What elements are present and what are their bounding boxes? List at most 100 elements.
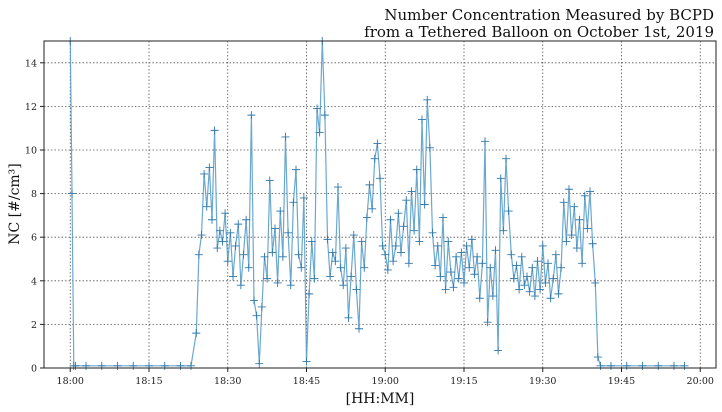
data-point-marker	[294, 250, 303, 259]
data-point-marker	[460, 278, 468, 287]
data-point-marker	[436, 272, 445, 281]
data-point-marker	[402, 196, 411, 205]
data-point-marker	[541, 278, 550, 287]
data-point-marker	[486, 263, 495, 272]
data-point-marker	[360, 263, 369, 272]
data-point-marker	[302, 357, 311, 366]
data-point-marker	[418, 115, 426, 124]
x-tick-label: 18:45	[293, 376, 320, 387]
data-point-marker	[82, 361, 90, 370]
data-point-marker	[536, 285, 545, 294]
data-point-marker	[591, 278, 600, 287]
data-point-marker	[494, 346, 503, 355]
data-point-marker	[368, 204, 377, 213]
data-point-marker	[439, 213, 447, 222]
chart-title-line1: Number Concentration Measured by BCPD	[384, 6, 714, 24]
data-point-marker	[71, 361, 80, 370]
data-point-marker	[578, 259, 587, 268]
data-point-marker	[670, 361, 678, 370]
data-point-marker	[276, 207, 285, 216]
data-point-marker	[593, 353, 602, 362]
data-point-marker	[583, 224, 592, 233]
data-point-marker	[496, 174, 505, 183]
data-point-marker	[344, 313, 353, 322]
data-point-marker	[428, 228, 437, 237]
data-point-marker	[221, 209, 230, 218]
data-point-marker	[404, 259, 413, 268]
data-point-marker	[457, 248, 466, 257]
data-point-marker	[247, 111, 256, 120]
data-point-marker	[520, 281, 529, 290]
data-point-marker	[260, 252, 269, 261]
data-point-marker	[113, 361, 122, 370]
data-point-marker	[234, 220, 243, 229]
series-line	[69, 40, 685, 367]
data-point-marker	[491, 246, 500, 255]
data-point-marker	[226, 228, 235, 237]
data-point-marker	[320, 111, 329, 120]
y-tick-label: 6	[31, 233, 37, 244]
data-point-marker	[572, 244, 581, 253]
data-point-marker	[512, 261, 521, 270]
data-point-marker	[250, 296, 258, 305]
data-point-marker	[397, 248, 405, 257]
y-tick-label: 0	[31, 364, 37, 375]
data-point-marker	[378, 241, 387, 250]
grid	[44, 41, 716, 368]
data-point-marker	[441, 285, 450, 294]
data-point-marker	[509, 274, 518, 283]
data-point-marker	[357, 237, 366, 246]
y-tick-label: 14	[25, 58, 37, 69]
data-point-marker	[223, 257, 232, 266]
data-point-marker	[570, 202, 579, 211]
series-group	[66, 37, 689, 370]
data-point-marker	[412, 165, 421, 174]
data-point-marker	[423, 95, 432, 104]
data-point-marker	[607, 361, 615, 370]
data-point-marker	[284, 228, 293, 237]
data-point-marker	[281, 132, 290, 141]
data-point-marker	[202, 202, 211, 211]
data-point-marker	[478, 259, 487, 268]
y-tick-label: 2	[31, 320, 37, 331]
data-point-marker	[465, 263, 474, 272]
data-point-marker	[242, 215, 251, 224]
y-tick-label: 8	[31, 189, 37, 200]
data-point-marker	[255, 359, 264, 368]
data-point-marker	[470, 270, 479, 279]
data-point-marker	[499, 226, 508, 235]
data-point-marker	[523, 272, 531, 281]
data-point-marker	[452, 252, 461, 261]
data-point-marker	[596, 361, 605, 370]
data-point-marker	[431, 261, 440, 270]
data-point-marker	[349, 231, 358, 240]
data-point-marker	[370, 154, 379, 163]
data-point-marker	[323, 235, 332, 244]
data-point-marker	[68, 189, 76, 198]
data-point-marker	[586, 187, 594, 196]
data-point-marker	[263, 274, 272, 283]
data-point-marker	[210, 126, 219, 135]
data-point-marker	[97, 361, 106, 370]
data-point-marker	[200, 169, 209, 178]
data-point-marker	[331, 257, 340, 266]
data-point-marker	[475, 294, 484, 303]
data-point-marker	[205, 163, 214, 172]
data-point-marker	[376, 174, 384, 183]
data-point-marker	[554, 289, 563, 298]
data-point-marker	[383, 265, 392, 274]
y-axis: 0 2 4 6 8 10 12 14	[25, 58, 44, 375]
data-point-marker	[373, 139, 382, 148]
data-point-marker	[517, 252, 526, 261]
x-axis-label: [HH:MM]	[346, 391, 415, 407]
data-point-marker	[588, 239, 597, 248]
data-point-marker	[467, 235, 476, 244]
x-tick-label: 18:30	[214, 376, 241, 387]
data-point-marker	[252, 311, 261, 320]
data-point-marker	[218, 237, 227, 246]
y-tick-label: 4	[31, 276, 37, 287]
data-point-marker	[394, 209, 403, 218]
data-point-marker	[575, 215, 584, 224]
data-point-marker	[365, 180, 374, 189]
data-point-marker	[244, 263, 253, 272]
